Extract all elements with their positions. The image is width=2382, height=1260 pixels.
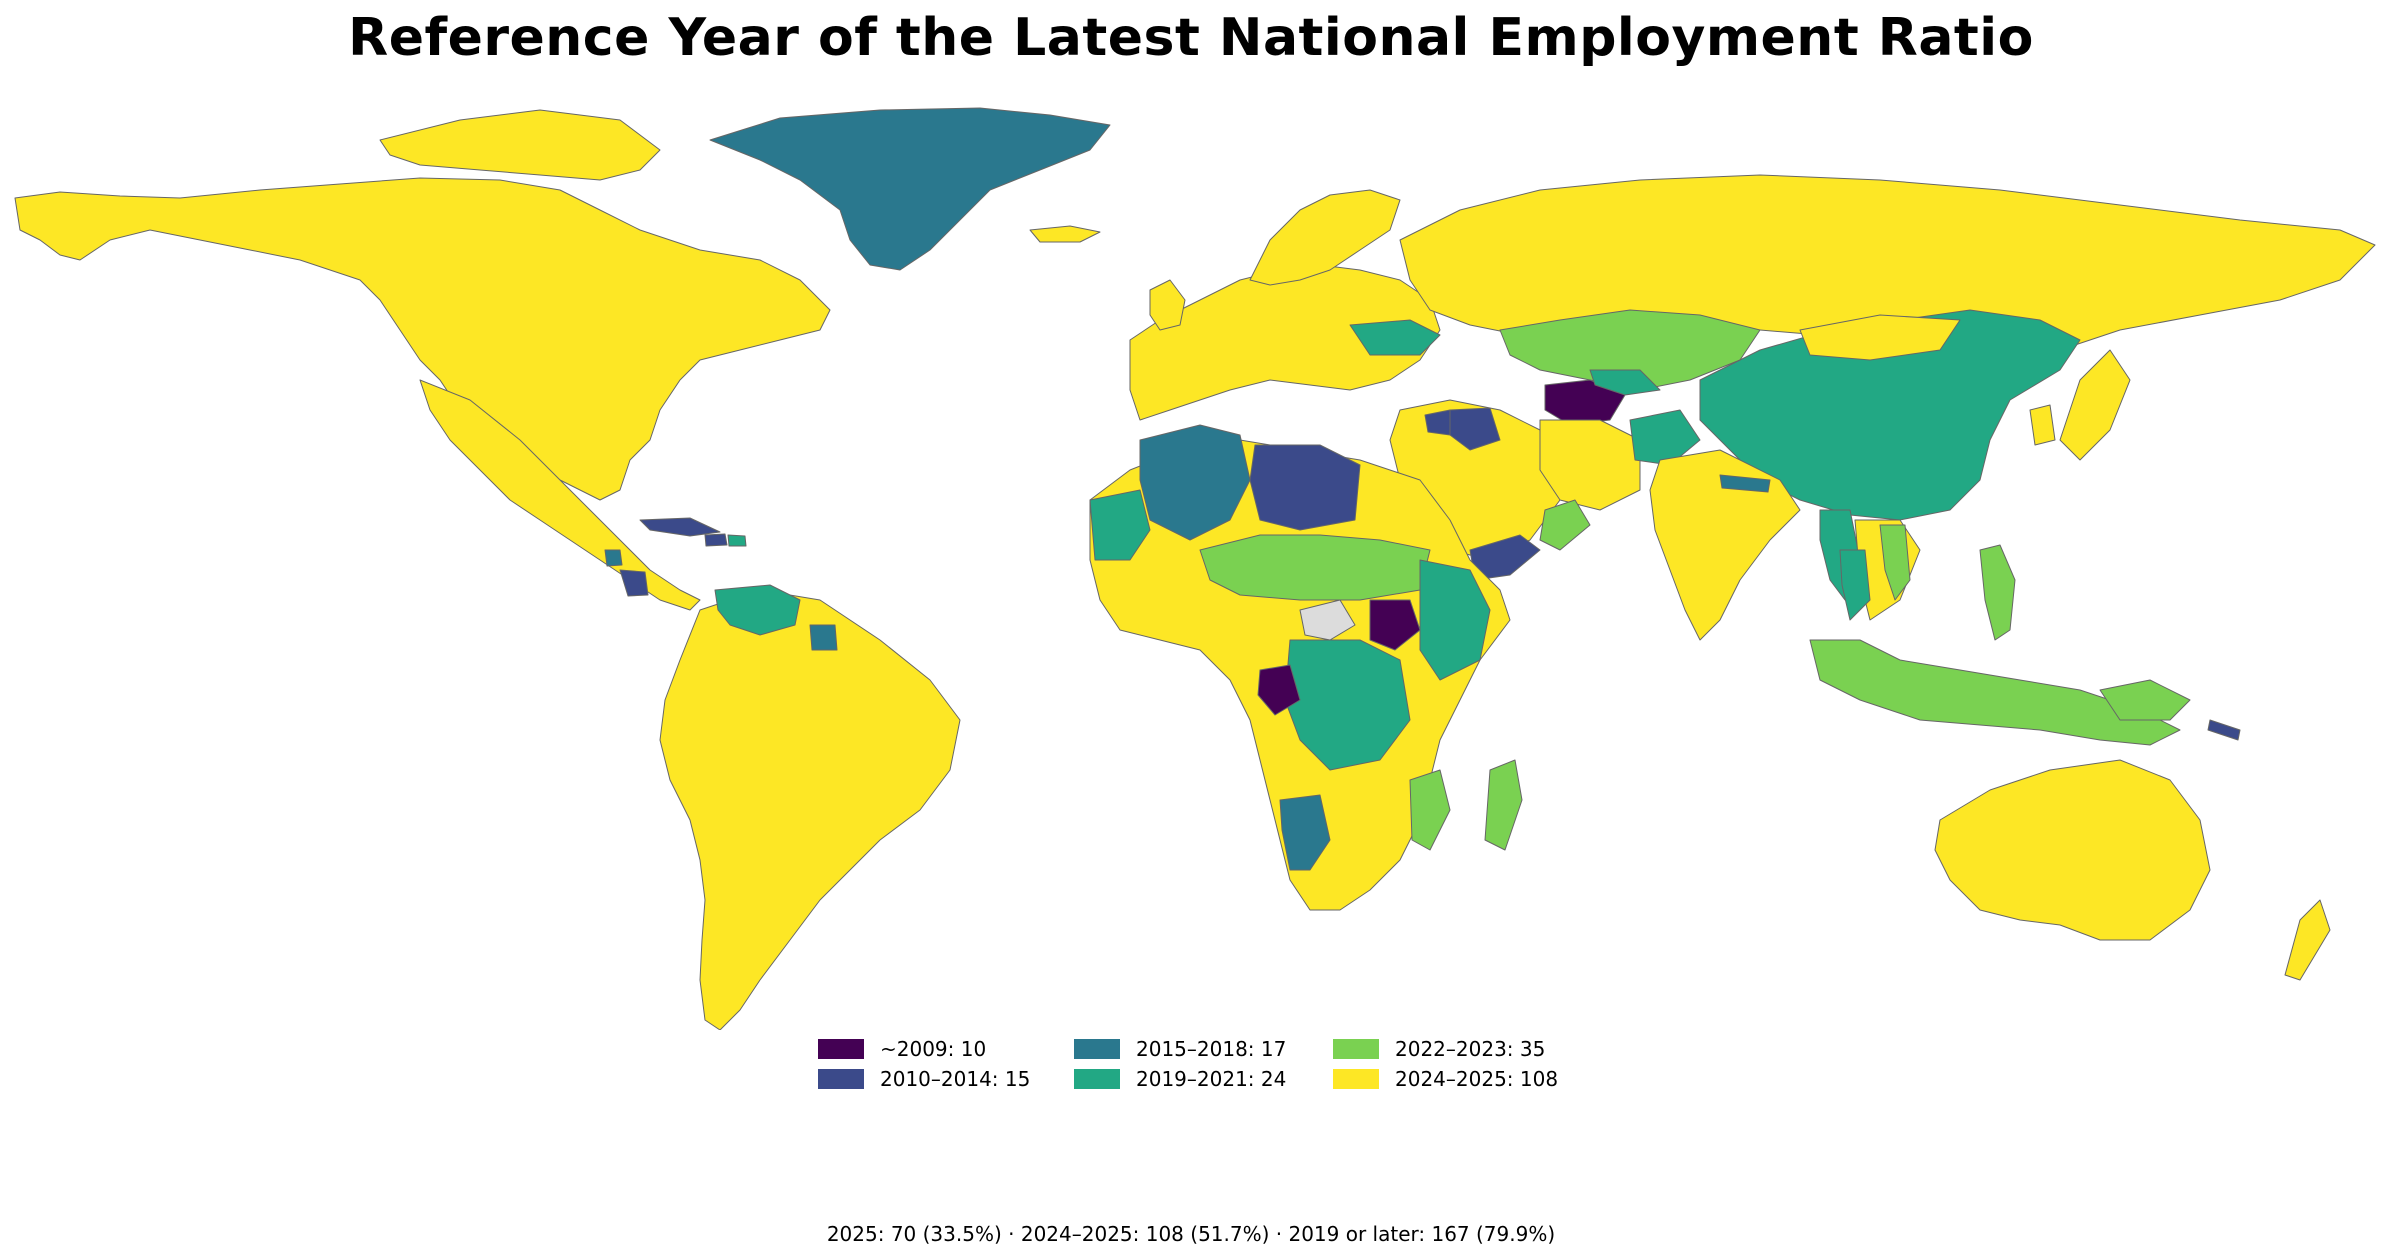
country-australia [1934,759,2211,941]
legend-item: 2024–2025: 108 [1333,1066,1558,1092]
country-mozambique [1409,769,1451,851]
country-algeria [1139,424,1251,541]
country-uk [1149,279,1186,331]
legend-label: 2015–2018: 17 [1136,1037,1287,1061]
legend: ~2009: 10 2010–2014: 15 2015–2018: 17 20… [818,1036,1578,1092]
legend-item: 2010–2014: 15 [818,1066,1030,1092]
country-kazakhstan [1499,309,1761,391]
country-south-sudan [1369,599,1421,651]
country-india [1649,449,1801,641]
region-no-data-africa [1299,599,1356,641]
region-scandinavia [1249,189,1401,286]
legend-label: ~2009: 10 [880,1037,987,1061]
country-suriname [809,624,838,651]
country-korea [2029,404,2056,446]
country-nepal [1719,474,1771,493]
country-cuba [639,517,721,537]
region-north-america [14,177,831,501]
legend-item: 2015–2018: 17 [1074,1036,1286,1062]
legend-item: 2019–2021: 24 [1074,1066,1286,1092]
region-arctic-islands [379,109,661,181]
legend-swatch [1333,1039,1379,1059]
country-solomon-islands [2207,719,2241,741]
country-mongolia [1799,314,1961,361]
legend-swatch [1333,1069,1379,1089]
region-south-america [659,589,961,1030]
country-ukraine [1349,319,1441,356]
country-libya [1249,444,1361,531]
country-nicaragua [619,569,649,597]
country-uzbekistan [1589,369,1661,396]
country-iceland [1029,225,1101,243]
region-sahel [1199,534,1431,601]
country-japan [2059,349,2131,461]
country-iran [1539,419,1641,511]
legend-swatch [1074,1039,1120,1059]
world-map [14,107,2376,1030]
country-namibia [1279,794,1331,871]
region-greenland [709,107,1111,271]
region-central-america [419,379,701,611]
country-oman [1539,499,1591,551]
region-central-africa [1284,639,1411,771]
legend-swatch [818,1069,864,1089]
country-mauritania [1089,489,1151,561]
country-papua-new-guinea [2099,679,2191,721]
region-east-africa [1419,559,1491,681]
country-turkmenistan [1544,379,1626,426]
country-venezuela [714,584,801,636]
region-indonesia [1809,639,2181,746]
legend-swatch [1074,1069,1120,1089]
region-philippines [1979,544,2016,641]
country-thailand [1839,549,1871,621]
country-haiti [704,533,728,547]
legend-label: 2010–2014: 15 [880,1067,1031,1091]
country-vietnam [1879,524,1911,601]
country-new-zealand [2284,899,2331,981]
summary-footer: 2025: 70 (33.5%) · 2024–2025: 108 (51.7%… [826,1222,1556,1246]
legend-label: 2022–2023: 35 [1395,1037,1546,1061]
map-title: Reference Year of the Latest National Em… [348,8,2034,68]
legend-label: 2019–2021: 24 [1136,1067,1287,1091]
legend-item: 2022–2023: 35 [1333,1036,1545,1062]
country-dominican-rep [727,534,747,547]
country-syria [1424,409,1451,436]
country-madagascar [1484,759,1523,851]
country-gabon [1257,664,1301,716]
legend-label: 2024–2025: 108 [1395,1067,1559,1091]
legend-item: ~2009: 10 [818,1036,986,1062]
legend-swatch [818,1039,864,1059]
country-afghanistan [1629,409,1701,466]
country-guatemala [604,549,623,567]
